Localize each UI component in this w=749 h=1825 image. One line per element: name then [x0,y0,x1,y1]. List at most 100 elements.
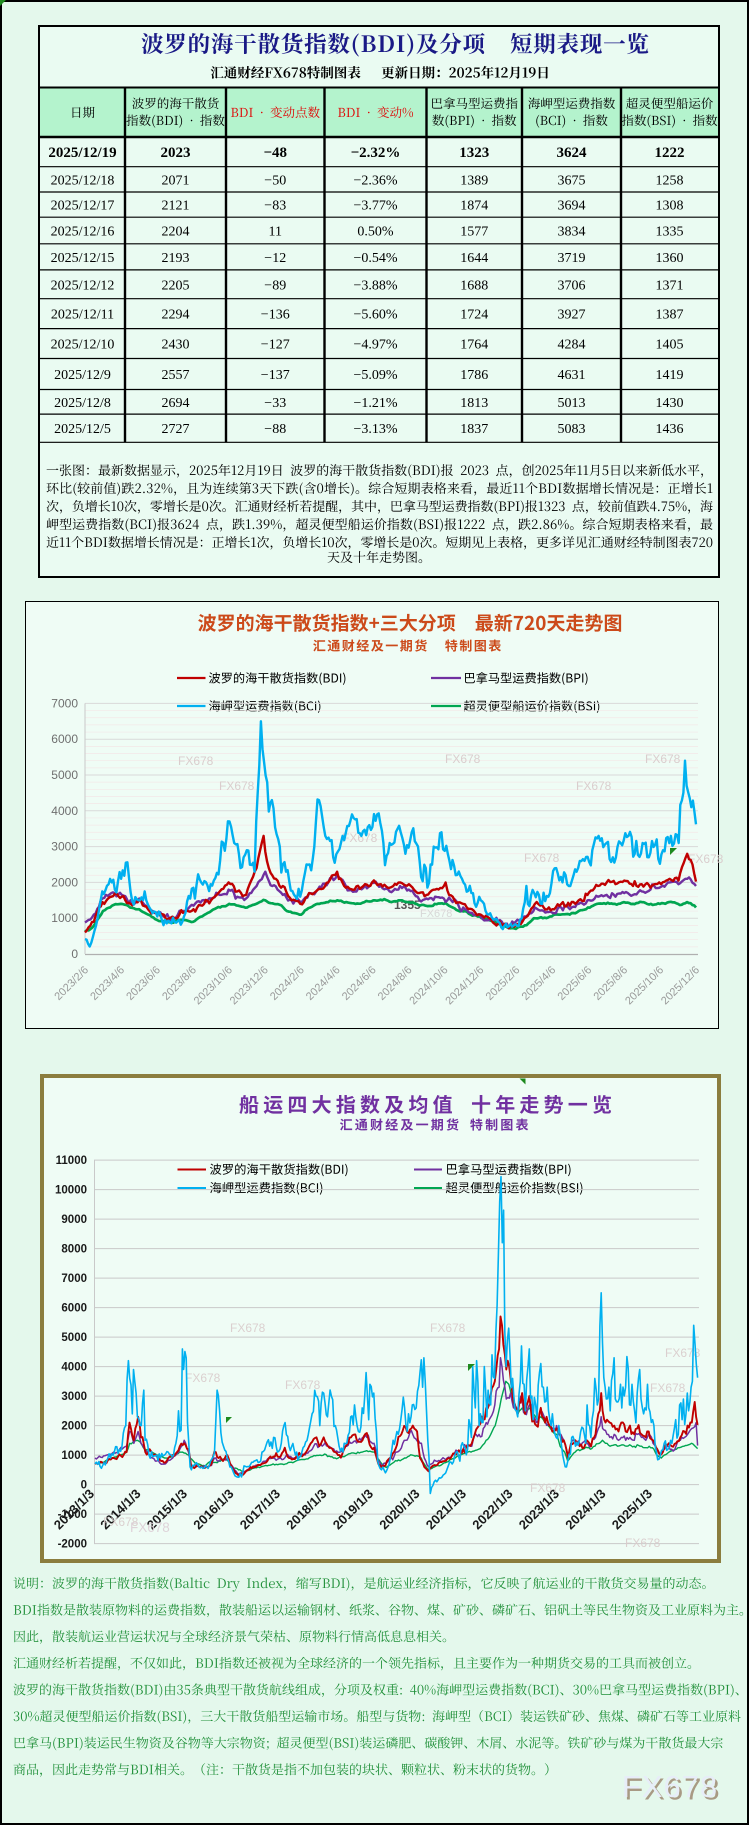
svg-text:1688: 1688 [460,278,488,293]
svg-text:0: 0 [81,1480,87,1492]
svg-text:FX678: FX678 [624,1772,720,1807]
svg-text:2294: 2294 [162,308,190,323]
svg-text:3834: 3834 [558,225,586,240]
svg-text:4284: 4284 [558,338,586,353]
svg-text:FX678: FX678 [103,1515,139,1529]
svg-text:11: 11 [269,225,282,240]
svg-text:5000: 5000 [61,1332,87,1344]
svg-text:−12: −12 [264,251,286,266]
svg-text:−127: −127 [261,338,290,353]
svg-text:1335: 1335 [656,225,684,240]
svg-text:1786: 1786 [460,368,488,383]
svg-text:−48: −48 [263,145,287,161]
svg-text:11000: 11000 [56,1155,87,1167]
svg-text:2205: 2205 [162,278,190,293]
svg-text:2025/12/10: 2025/12/10 [51,338,115,353]
svg-text:FX678: FX678 [185,1371,221,1385]
svg-text:−1.21%: −1.21% [353,396,397,411]
svg-text:−4.97%: −4.97% [353,338,397,353]
svg-text:8000: 8000 [61,1244,87,1256]
svg-text:2204: 2204 [162,225,190,240]
svg-text:FX678: FX678 [178,754,214,768]
svg-text:3719: 3719 [558,251,586,266]
svg-text:−3.88%: −3.88% [353,278,397,293]
svg-text:FX678: FX678 [445,752,481,766]
svg-text:1813: 1813 [460,396,488,411]
svg-text:1644: 1644 [460,251,488,266]
svg-text:2025/12/8: 2025/12/8 [54,396,111,411]
svg-text:-1000: -1000 [58,1509,87,1521]
svg-text:3694: 3694 [558,199,586,214]
svg-text:2000: 2000 [51,875,78,889]
svg-text:−3.13%: −3.13% [353,422,397,437]
svg-text:−50: −50 [264,173,286,188]
svg-text:-2000: -2000 [58,1539,87,1551]
svg-text:−136: −136 [261,308,290,323]
svg-text:2071: 2071 [162,173,190,188]
svg-text:−0.54%: −0.54% [353,251,397,266]
svg-text:−83: −83 [264,199,286,214]
svg-text:6000: 6000 [61,1303,87,1315]
svg-text:FX678: FX678 [688,852,724,866]
svg-text:2025/12/19: 2025/12/19 [48,145,116,161]
svg-text:3000: 3000 [51,840,78,854]
svg-text:−5.09%: −5.09% [353,368,397,383]
svg-text:−89: −89 [264,278,286,293]
svg-text:1360: 1360 [656,251,684,266]
svg-text:2025/12/16: 2025/12/16 [51,225,115,240]
svg-text:−88: −88 [264,422,286,437]
svg-text:1371: 1371 [656,278,684,293]
svg-text:3000: 3000 [61,1391,87,1403]
svg-text:−2.32%: −2.32% [351,145,401,161]
svg-text:−33: −33 [264,396,286,411]
svg-text:−2.36%: −2.36% [353,173,397,188]
svg-text:5000: 5000 [51,768,78,782]
svg-text:10000: 10000 [55,1185,87,1197]
svg-text:5083: 5083 [558,422,586,437]
svg-text:3706: 3706 [558,278,586,293]
svg-text:3624: 3624 [557,145,588,161]
svg-text:2000: 2000 [61,1421,87,1433]
svg-text:1874: 1874 [460,199,488,214]
svg-text:FX678: FX678 [650,1381,686,1395]
svg-text:4000: 4000 [61,1362,87,1374]
svg-text:1308: 1308 [656,199,684,214]
svg-text:0.50%: 0.50% [357,225,394,240]
svg-text:3927: 3927 [558,308,586,323]
svg-text:1000: 1000 [61,1450,87,1462]
svg-text:4631: 4631 [558,368,586,383]
svg-text:1222: 1222 [655,145,685,161]
svg-text:−5.60%: −5.60% [353,308,397,323]
svg-text:2727: 2727 [162,422,190,437]
svg-text:7000: 7000 [51,696,78,710]
svg-text:1000: 1000 [51,911,78,925]
svg-text:2025/12/18: 2025/12/18 [51,173,115,188]
svg-text:1323: 1323 [459,145,489,161]
svg-text:1387: 1387 [656,308,684,323]
svg-text:FX678: FX678 [430,1321,466,1335]
svg-text:2430: 2430 [162,338,190,353]
svg-text:FX678: FX678 [219,779,255,793]
svg-text:1389: 1389 [460,173,488,188]
svg-text:FX678: FX678 [524,851,560,865]
svg-text:1724: 1724 [460,308,488,323]
svg-text:2025/12/11: 2025/12/11 [51,308,114,323]
svg-text:2025/12/17: 2025/12/17 [51,199,115,214]
svg-text:1258: 1258 [656,173,684,188]
svg-text:FX678: FX678 [576,779,612,793]
svg-text:1419: 1419 [656,368,684,383]
svg-text:2025/12/9: 2025/12/9 [54,368,111,383]
svg-text:2557: 2557 [162,368,190,383]
svg-text:2023: 2023 [161,145,191,161]
svg-text:1430: 1430 [656,396,684,411]
svg-text:FX678: FX678 [342,831,378,845]
svg-text:FX678: FX678 [530,1481,566,1495]
svg-text:1436: 1436 [656,422,684,437]
svg-text:FX678: FX678 [285,1378,321,1392]
svg-text:−137: −137 [261,368,290,383]
svg-text:FX678: FX678 [230,1321,266,1335]
svg-text:1837: 1837 [460,422,488,437]
svg-text:6000: 6000 [51,732,78,746]
svg-text:2121: 2121 [162,199,190,214]
svg-text:1577: 1577 [460,225,488,240]
